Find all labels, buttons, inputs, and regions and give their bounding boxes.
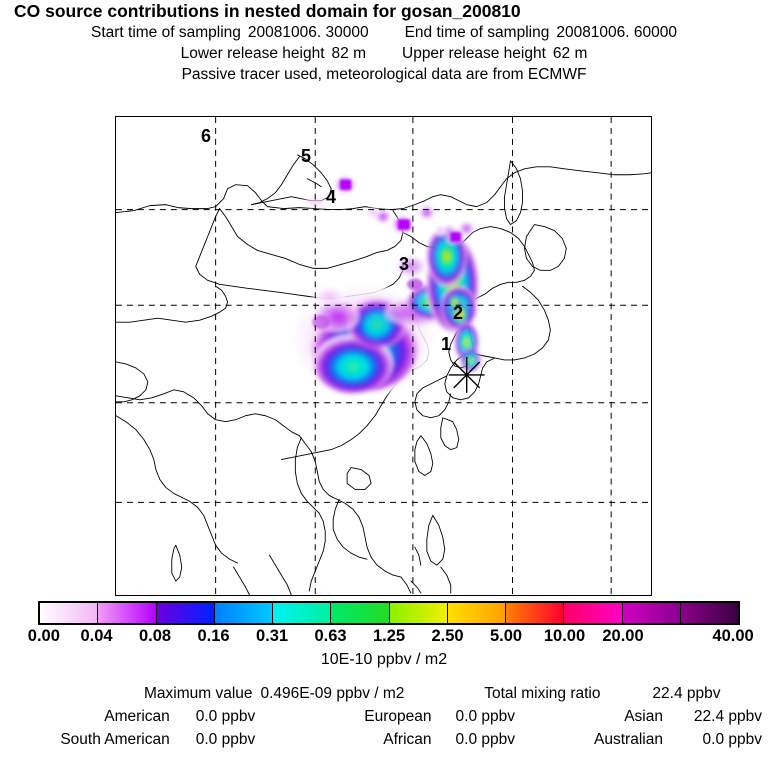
region-value-australian: 0.0 ppbv [702,731,762,748]
coastline-layer [116,154,651,595]
colorbar-tick-3: 0.16 [197,627,230,645]
colorbar-segment-11 [680,603,738,623]
colorbar-tick-6: 1.25 [372,627,406,645]
max-value-label: Maximum value [143,685,253,702]
region-label-south-american: South American [60,731,170,748]
upper-release-value: 62 m [552,45,588,62]
colorbar-unit-label: 10E-10 ppbv / m2 [320,651,448,668]
upper-release-label: Upper release height [402,45,546,62]
footer-row-totals: Maximum value 0.496E-09 ppbv / m2 Total … [0,682,768,705]
total-ratio-value: 22.4 ppbv [652,685,721,702]
colorbar-segment-0 [40,603,99,623]
plume-small-spots [312,179,461,330]
map-plot-area: 1 2 3 4 5 6 [115,116,652,596]
colorbar-tick-7: 2.50 [431,627,464,645]
region-value-south-american: 0.0 ppbv [195,731,256,748]
colorbar-tick-4: 0.31 [255,627,289,645]
colorbar-segment-10 [622,603,681,623]
colorbar-tick-0: 0.00 [27,627,60,645]
region-label-asian: Asian [624,708,663,725]
gridline-layer [116,117,651,595]
colorbar-tick-11: 40.00 [712,627,754,645]
header-block: CO source contributions in nested domain… [0,0,768,85]
end-time-value: 20081006. 60000 [556,24,678,41]
colorbar-segment-7 [447,603,506,623]
colorbar-tick-5: 0.63 [314,627,347,645]
region-label-australian: Australian [594,731,663,748]
trajectory-label-1: 1 [440,334,452,354]
region-label-african: African [383,731,432,748]
colorbar-segment-5 [331,603,390,623]
colorbar-tick-2: 0.08 [138,627,172,645]
colorbar [38,601,740,625]
colorbar-segment-8 [506,603,565,623]
region-value-asian: 22.4 ppbv [693,708,762,725]
plume-shapes [291,176,481,396]
colorbar-segment-9 [564,603,623,623]
footer-row-regions-2: South American 0.0 ppbv African 0.0 ppbv… [0,728,768,751]
region-value-european: 0.0 ppbv [455,708,515,725]
region-label-american: American [104,708,170,725]
sampling-time-row: Start time of sampling 20081006. 30000 End… [0,22,768,43]
region-value-american: 0.0 ppbv [195,708,256,725]
trajectory-label-3: 3 [398,254,410,274]
colorbar-tick-10: 20.00 [602,627,644,645]
colorbar-segment-1 [98,603,157,623]
region-label-european: European [364,708,432,725]
trajectory-label-4: 4 [325,187,337,207]
total-ratio-label: Total mixing ratio [484,685,601,702]
footer-row-regions-1: American 0.0 ppbv European 0.0 ppbv Asia… [0,705,768,728]
start-time-label: Start time of sampling [90,24,241,41]
colorbar-segment-4 [273,603,332,623]
end-time-label: End time of sampling [404,24,550,41]
start-time-value: 20081006. 30000 [247,24,369,41]
trajectory-label-6: 6 [200,126,212,146]
summary-footer: Maximum value 0.496E-09 ppbv / m2 Total … [0,682,768,751]
colorbar-tick-labels: 0.00 0.04 0.08 0.16 0.31 0.63 1.25 2.50 5.00 10.0… [0,626,768,648]
colorbar-tick-8: 5.00 [489,627,523,645]
lower-release-label: Lower release height [180,45,325,62]
lower-release-value: 82 m [331,45,366,62]
trajectory-label-2: 2 [452,303,464,323]
colorbar-segment-2 [156,603,215,623]
colorbar-tick-9: 10.00 [543,627,586,645]
release-height-row: Lower release height 82 m Upper release he… [0,43,768,64]
page-title: CO source contributions in nested domain… [14,1,521,21]
release-point-marker [448,356,485,393]
max-value-value: 0.496E-09 ppbv / m2 [260,685,405,702]
concentration-plume-layer [291,176,481,396]
trajectory-label-5: 5 [300,146,312,166]
tracer-note: Passive tracer used, meteorological data… [181,66,587,83]
colorbar-segment-3 [214,603,273,623]
region-value-african: 0.0 ppbv [455,731,515,748]
colorbar-segment-6 [389,603,448,623]
colorbar-tick-1: 0.04 [80,627,113,645]
